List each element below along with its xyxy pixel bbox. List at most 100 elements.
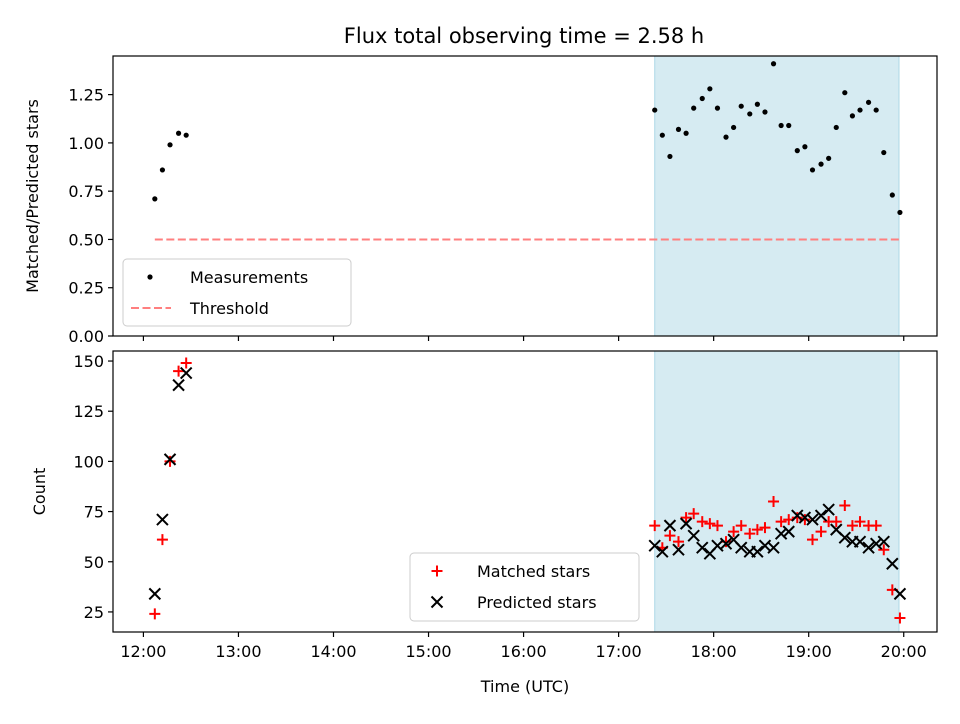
measurement-point xyxy=(818,161,824,167)
predicted-star-point xyxy=(156,513,169,526)
predicted-star-point xyxy=(163,453,177,466)
measurement-point xyxy=(857,107,863,113)
matched-star-point xyxy=(728,526,740,538)
measurement-point xyxy=(675,126,682,132)
matched-star-point xyxy=(180,357,192,369)
measurement-point xyxy=(881,149,887,156)
y-tick-label: 125 xyxy=(73,402,104,421)
matched-star-point xyxy=(806,534,818,546)
y-tick-label: 150 xyxy=(73,352,104,371)
measurement-point xyxy=(714,105,721,111)
measurement-point xyxy=(183,132,189,138)
matched-star-point xyxy=(854,516,866,528)
measurement-point xyxy=(794,148,800,154)
legend: Matched stars Predicted stars xyxy=(409,552,640,622)
predicted-star-point xyxy=(814,509,828,522)
x-tick-label: 16:00 xyxy=(501,642,547,661)
legend-marker-x xyxy=(430,595,444,609)
matched-star-point xyxy=(768,496,780,508)
predicted-star-point xyxy=(179,366,193,380)
x-tick-label: 17:00 xyxy=(596,642,642,661)
legend-label: Measurements xyxy=(190,268,308,287)
y-tick-label: 50 xyxy=(84,553,104,572)
matched-star-point xyxy=(839,500,851,512)
measurement-point xyxy=(762,109,768,115)
measurement-point xyxy=(849,113,856,119)
legend-label: Threshold xyxy=(189,299,269,318)
predicted-star-point xyxy=(893,587,907,601)
y-tick-label: 25 xyxy=(84,603,104,622)
predicted-star-point xyxy=(663,519,677,532)
predicted-star-point xyxy=(148,587,162,601)
y-tick-label: 0.75 xyxy=(68,182,104,201)
legend-label: Matched stars xyxy=(477,562,590,581)
y-tick-label: 100 xyxy=(73,452,104,471)
legend-marker-plus xyxy=(431,565,443,577)
matched-star-point xyxy=(775,516,787,528)
measurement-point xyxy=(897,209,903,216)
matched-star-point xyxy=(878,544,890,556)
matched-star-point xyxy=(696,516,708,528)
measurement-point xyxy=(159,167,166,173)
measurement-point xyxy=(873,107,879,113)
measurement-point xyxy=(754,101,760,107)
predicted-star-point xyxy=(648,539,661,552)
measurement-point xyxy=(833,124,839,131)
matched-star-point xyxy=(759,522,771,534)
legend-marker-dot xyxy=(147,274,153,280)
y-axis-label: Count xyxy=(30,468,49,516)
predicted-star-point xyxy=(886,557,899,570)
matched-star-point xyxy=(649,520,661,532)
y-tick-label: 75 xyxy=(84,503,104,522)
matched-star-point xyxy=(846,520,858,532)
predicted-star-point xyxy=(774,527,788,540)
chart-title: Flux total observing time = 2.58 h xyxy=(344,24,704,48)
panel-count: 25 50 75 100 125 150 12:00 13:00 14:00 15:00 16:00… xyxy=(30,350,938,696)
matched-star-point xyxy=(173,365,185,377)
measurement-point xyxy=(707,86,713,92)
measurement-point xyxy=(659,132,665,138)
matched-star-point xyxy=(156,534,168,546)
predicted-star-point xyxy=(735,541,748,554)
y-tick-label: 1.25 xyxy=(68,86,104,105)
measurement-point xyxy=(738,103,744,109)
predicted-star-point xyxy=(696,541,709,554)
legend-label: Predicted stars xyxy=(477,593,597,612)
measurement-point xyxy=(842,90,848,96)
matched-star-point xyxy=(830,516,842,528)
predicted-star-point xyxy=(791,509,804,522)
predicted-star-point xyxy=(869,537,883,550)
predicted-star-point xyxy=(798,511,812,524)
predicted-star-point xyxy=(719,537,733,550)
matched-star-point xyxy=(791,512,803,524)
measurement-point xyxy=(699,95,705,102)
matched-star-point xyxy=(672,536,684,548)
observing-span-shade xyxy=(654,350,900,633)
y-tick-label: 0.00 xyxy=(68,327,104,346)
predicted-star-point xyxy=(767,541,780,554)
panel-ratio: 0.00 0.25 0.50 0.75 1.00 1.25 Matched/Predicte… xyxy=(23,55,938,346)
predicted-star-point xyxy=(782,525,795,538)
observing-span-shade xyxy=(654,55,900,337)
legend: Measurements Threshold xyxy=(122,258,352,327)
matched-star-point xyxy=(711,520,723,532)
predicted-star-point xyxy=(838,531,852,544)
measurement-point xyxy=(865,99,872,105)
measurement-point xyxy=(731,124,737,131)
legend-box xyxy=(409,552,640,622)
measurement-point xyxy=(770,61,777,67)
matched-star-point xyxy=(870,520,882,532)
measurement-point xyxy=(802,144,808,150)
predicted-star-point xyxy=(751,545,764,558)
y-tick-label: 1.00 xyxy=(68,134,104,153)
measurement-point xyxy=(826,155,832,161)
matched-star-point xyxy=(164,455,176,467)
measurement-point xyxy=(691,105,697,111)
matched-star-point xyxy=(894,612,906,624)
measurement-point xyxy=(175,130,182,136)
x-tick-label: 19:00 xyxy=(786,642,832,661)
measurement-point xyxy=(778,122,784,129)
predicted-star-point xyxy=(862,541,875,554)
matched-star-point xyxy=(735,520,747,532)
